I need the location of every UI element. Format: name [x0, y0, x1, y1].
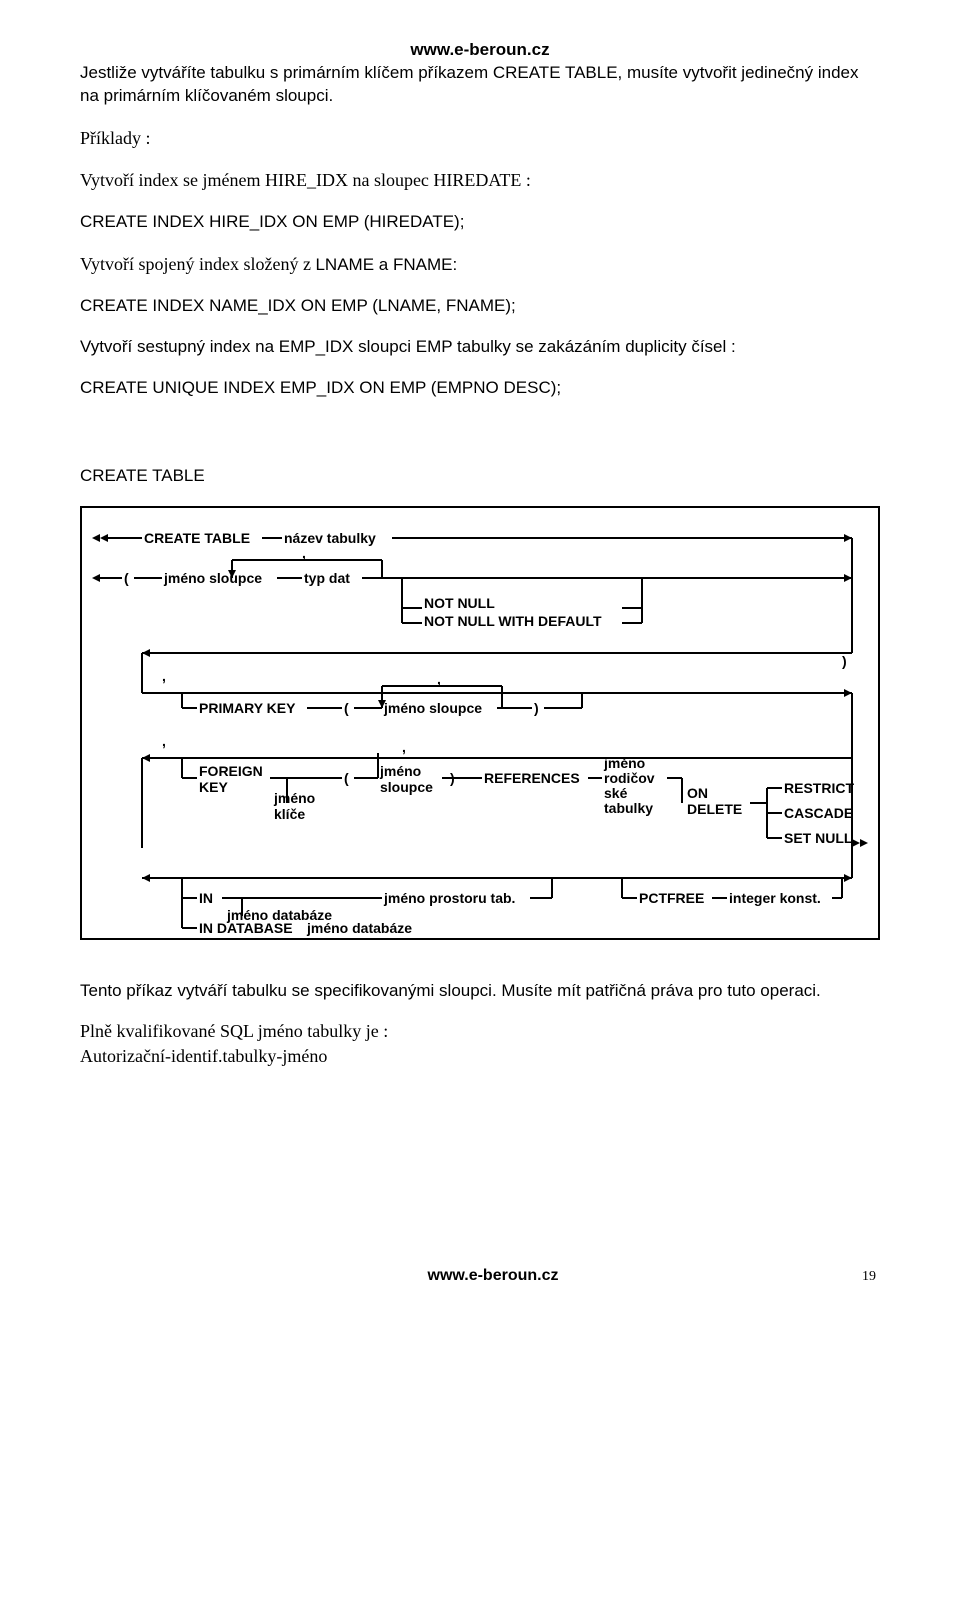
- paragraph-after3: Autorizační-identif.tabulky-jméno: [80, 1046, 880, 1067]
- diagram-nazev-tabulky: název tabulky: [284, 530, 376, 546]
- example3-sql: CREATE UNIQUE INDEX EMP_IDX ON EMP (EMPN…: [80, 377, 880, 400]
- diagram-jmeno-klice2: klíče: [274, 806, 305, 822]
- diagram-comma-fk: ,: [162, 733, 166, 749]
- diagram-jmeno-db2: jméno databáze: [306, 920, 412, 936]
- footer-url: www.e-beroun.cz: [124, 1267, 862, 1285]
- diagram-comma2: ,: [437, 671, 441, 687]
- diagram-foreign-key: FOREIGN: [199, 763, 263, 779]
- diagram-jmeno-klice1: jméno: [273, 790, 315, 806]
- diagram-rodic2: rodičov: [604, 770, 655, 786]
- diagram-rodic1: jméno: [603, 755, 645, 771]
- diagram-integer-konst: integer konst.: [729, 890, 821, 906]
- diagram-create-table: CREATE TABLE: [144, 530, 250, 546]
- diagram-close-paren2: ): [534, 700, 539, 716]
- diagram-close-paren3: ): [450, 770, 455, 786]
- diagram-not-null: NOT NULL: [424, 595, 495, 611]
- example2-desc-prefix: Vytvoří spojený index složený z: [80, 254, 315, 274]
- syntax-diagram: CREATE TABLE název tabulky ( jméno sloup…: [80, 506, 880, 940]
- diagram-references: REFERENCES: [484, 770, 580, 786]
- diagram-rodic3: ské: [604, 785, 628, 801]
- diagram-open-paren3: (: [344, 770, 349, 786]
- example3-desc: Vytvoří sestupný index na EMP_IDX sloupc…: [80, 336, 880, 359]
- paragraph-after1: Tento příkaz vytváří tabulku se specifik…: [80, 980, 880, 1003]
- example2-desc-code: LNAME a FNAME:: [315, 255, 457, 274]
- create-table-heading: CREATE TABLE: [80, 466, 880, 486]
- diagram-pctfree: PCTFREE: [639, 890, 704, 906]
- diagram-jmeno-sloupce1: jméno sloupce: [163, 570, 262, 586]
- footer-page-number: 19: [862, 1269, 876, 1285]
- diagram-comma3: ,: [402, 739, 406, 755]
- diagram-foreign-key2: KEY: [199, 779, 228, 795]
- example1-sql: CREATE INDEX HIRE_IDX ON EMP (HIREDATE);: [80, 211, 880, 234]
- diagram-in-database: IN DATABASE: [199, 920, 293, 936]
- diagram-open-paren1: (: [124, 570, 129, 586]
- diagram-on: ON: [687, 785, 708, 801]
- diagram-primary-key: PRIMARY KEY: [199, 700, 296, 716]
- diagram-open-paren2: (: [344, 700, 349, 716]
- diagram-comma-pk: ,: [162, 668, 166, 684]
- examples-label: Příklady :: [80, 126, 880, 150]
- diagram-restrict: RESTRICT: [784, 780, 854, 796]
- diagram-close-paren1: ): [842, 653, 847, 669]
- diagram-jmeno-sloupce3b: sloupce: [380, 779, 433, 795]
- diagram-set-null: SET NULL: [784, 830, 853, 846]
- diagram-comma1: ,: [302, 545, 306, 561]
- example2-sql: CREATE INDEX NAME_IDX ON EMP (LNAME, FNA…: [80, 295, 880, 318]
- example1-desc: Vytvoří index se jménem HIRE_IDX na slou…: [80, 170, 531, 190]
- diagram-in: IN: [199, 890, 213, 906]
- diagram-jmeno-sloupce3a: jméno: [379, 763, 421, 779]
- paragraph-intro: Jestliže vytváříte tabulku s primárním k…: [80, 62, 880, 108]
- header-url: www.e-beroun.cz: [80, 40, 880, 60]
- diagram-typ-dat: typ dat: [304, 570, 350, 586]
- diagram-not-null-default: NOT NULL WITH DEFAULT: [424, 613, 602, 629]
- diagram-jmeno-prostoru: jméno prostoru tab.: [383, 890, 515, 906]
- diagram-jmeno-sloupce2: jméno sloupce: [383, 700, 482, 716]
- diagram-delete: DELETE: [687, 801, 742, 817]
- diagram-rodic4: tabulky: [604, 800, 653, 816]
- paragraph-after2: Plně kvalifikované SQL jméno tabulky je …: [80, 1021, 880, 1042]
- diagram-cascade: CASCADE: [784, 805, 853, 821]
